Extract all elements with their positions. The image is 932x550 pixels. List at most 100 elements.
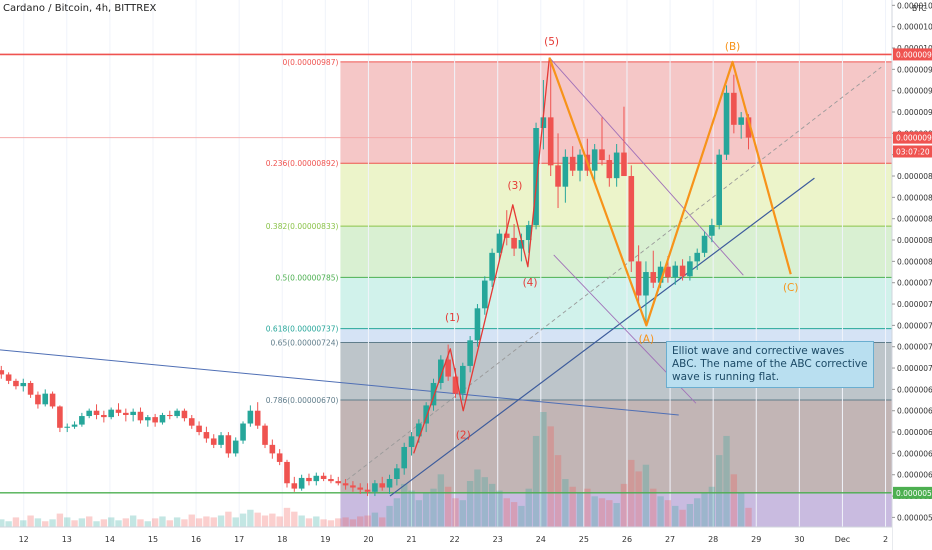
volume-bar-29	[210, 517, 217, 527]
volume-bar-41	[298, 515, 305, 527]
volume-bar-47	[342, 517, 349, 527]
candle-body-3	[20, 382, 27, 387]
candle-body-90	[657, 266, 664, 283]
volume-bar-21	[151, 518, 159, 527]
volume-bar-46	[335, 518, 342, 527]
candle-body-87	[635, 261, 642, 296]
time-tick-label-15: 27	[665, 535, 675, 544]
candle-body-69	[503, 233, 510, 238]
fibonacci-retracement	[340, 61, 892, 527]
volume-bar-96	[701, 492, 708, 527]
trend-line-0	[0, 349, 679, 416]
price-label-bg-1	[893, 131, 932, 144]
volume-bar-34	[247, 509, 254, 527]
volume-bar-68	[496, 490, 503, 527]
volume-bar-49	[357, 516, 364, 527]
wave-path-1	[548, 57, 792, 327]
candle-body-43	[313, 475, 320, 482]
volume-bar-33	[239, 513, 247, 527]
volume-bar-18	[129, 515, 137, 527]
candle-body-44	[320, 475, 327, 479]
volume-bar-99	[723, 435, 730, 527]
candle-body-56	[408, 436, 415, 447]
volume-bar-43	[313, 516, 320, 527]
volume-bar-10	[71, 520, 78, 527]
time-tick-label-19: Dec	[835, 535, 850, 544]
currency-label: BTC	[912, 4, 927, 13]
time-tick-label-18: 30	[794, 535, 804, 544]
candle-body-91	[665, 266, 671, 278]
candle-body-0	[0, 370, 5, 375]
candle-body-39	[284, 461, 290, 484]
price-axis[interactable]: 0.000010400.000010200.000010000.00000980…	[891, 0, 932, 550]
volume-bar-97	[708, 486, 716, 527]
volume-bar-32	[232, 517, 239, 527]
candle-body-30	[218, 435, 224, 445]
candle-body-13	[93, 410, 100, 415]
candle-body-53	[386, 478, 393, 488]
time-axis[interactable]: 12 13 14 15 16 17 18 19 20 21 22 23 24 25 26 27 28 29 30 De…	[0, 526, 892, 550]
volume-bar-25	[181, 519, 188, 527]
fib-band-7	[340, 492, 892, 527]
candle-body-52	[379, 483, 386, 488]
volume-bar-95	[694, 498, 701, 527]
volume-bar-44	[320, 519, 327, 527]
fib-label-3: 0.5(0.00000785)	[275, 273, 338, 282]
price-tick-label-10: 0.00000840	[897, 215, 932, 224]
candle-body-64	[467, 340, 473, 366]
volume-bar-83	[606, 500, 613, 527]
candle-body-57	[416, 423, 422, 437]
volume-bar-67	[488, 483, 496, 527]
candle-body-42	[306, 477, 312, 482]
candle-body-15	[108, 409, 114, 418]
price-tick-label-1: 0.00001020	[897, 23, 932, 32]
volume-bar-101	[737, 493, 745, 527]
candle-body-16	[115, 409, 122, 413]
price-label-1: 0.00000916	[896, 134, 932, 143]
volume-bar-14	[100, 519, 108, 527]
price-tick-label-13: 0.00000780	[897, 279, 932, 288]
volume-bar-15	[107, 517, 115, 527]
fib-band-6	[340, 400, 892, 493]
candle-body-58	[423, 405, 429, 424]
candle-body-63	[460, 365, 466, 394]
wave-labels: (1) (2) (3) (4) (5) (A) (B) (C)	[445, 36, 798, 442]
candle-body-37	[269, 444, 276, 454]
volume-bar-90	[657, 496, 664, 527]
candle-body-4	[27, 382, 34, 395]
volume-bar-13	[93, 521, 100, 527]
time-tick-label-1: 13	[62, 535, 72, 544]
candle-body-68	[496, 233, 503, 253]
candle-body-25	[181, 410, 188, 419]
candle-body-60	[438, 359, 444, 383]
candle-body-54	[394, 468, 400, 479]
time-tick-label-4: 16	[191, 535, 201, 544]
time-tick-label-12: 24	[536, 535, 546, 544]
volume-bar-17	[122, 518, 130, 527]
candle-body-67	[489, 252, 495, 281]
annotation-note[interactable]: Elliot wave and corrective waves ABC. Th…	[666, 341, 874, 388]
time-tick-label-20: 2	[883, 535, 888, 544]
volume-bar-8	[56, 513, 64, 527]
candle-body-19	[137, 411, 144, 421]
candle-body-100	[731, 92, 737, 125]
fib-label-0: 0(0.00000987)	[282, 58, 338, 67]
volume-bar-22	[159, 516, 166, 527]
candle-body-84	[613, 152, 620, 179]
candle-body-33	[240, 423, 246, 441]
candle-body-74	[540, 117, 547, 129]
volume-bar-57	[415, 500, 423, 527]
candle-body-36	[262, 425, 268, 445]
volume-bar-80	[584, 488, 591, 527]
horizontal-lines	[0, 53, 892, 494]
candle-body-70	[511, 237, 517, 249]
price-label-0: 0.00000994	[896, 50, 932, 59]
volume-bar-69	[503, 498, 510, 527]
candle-body-24	[174, 410, 180, 417]
volume-bar-39	[283, 507, 291, 527]
price-tick-label-11: 0.00000820	[897, 236, 932, 245]
price-tick-label-18: 0.00000680	[897, 385, 932, 394]
volume-bar-30	[217, 515, 225, 527]
candle-body-27	[196, 425, 202, 433]
